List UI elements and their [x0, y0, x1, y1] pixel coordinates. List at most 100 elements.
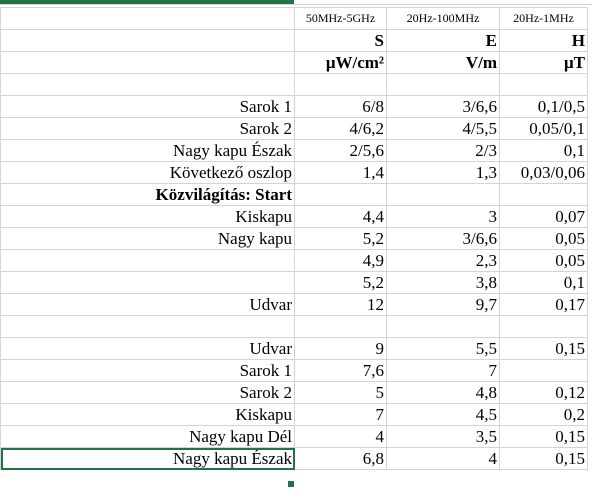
- cell-h[interactable]: 0,03/0,06: [499, 161, 588, 184]
- cell-e[interactable]: [386, 315, 500, 338]
- cell-h[interactable]: 0,15: [499, 425, 588, 448]
- cell-label[interactable]: Közvilágítás: Start: [0, 183, 295, 206]
- cell-label[interactable]: [0, 315, 295, 338]
- cell-label[interactable]: Sarok 2: [0, 381, 295, 404]
- header-symbol-e[interactable]: E: [386, 29, 500, 52]
- cell-label[interactable]: Sarok 1: [0, 95, 295, 118]
- cell-s[interactable]: [294, 183, 387, 206]
- header-freq-s[interactable]: 50MHz-5GHz: [294, 7, 387, 30]
- cell-h[interactable]: 0,2: [499, 403, 588, 426]
- cell-h[interactable]: 0,1: [499, 271, 588, 294]
- header-freq-label[interactable]: [0, 7, 295, 30]
- header-unit-e[interactable]: V/m: [386, 51, 500, 74]
- table-row: 5,2 3,8 0,1: [0, 271, 588, 294]
- cell-s[interactable]: 5: [294, 381, 387, 404]
- cell-e[interactable]: 9,7: [386, 293, 500, 316]
- cell-label[interactable]: Kiskapu: [0, 403, 295, 426]
- cell-s[interactable]: 6/8: [294, 95, 387, 118]
- table-row: Nagy kapu Dél 4 3,5 0,15: [0, 425, 588, 448]
- cell-h[interactable]: [499, 183, 588, 206]
- table-row: [0, 73, 588, 96]
- cell-label[interactable]: [0, 249, 295, 272]
- cell-h[interactable]: 0,1: [499, 139, 588, 162]
- cell-label[interactable]: Sarok 1: [0, 359, 295, 382]
- column-selection-bar: [0, 0, 592, 7]
- table-row: Következő oszlop 1,4 1,3 0,03/0,06: [0, 161, 588, 184]
- cell-s[interactable]: 4/6,2: [294, 117, 387, 140]
- header-symbol-h[interactable]: H: [499, 29, 588, 52]
- cell-s[interactable]: 5,2: [294, 227, 387, 250]
- cell-e[interactable]: 3/6,6: [386, 227, 500, 250]
- cell-e[interactable]: 3,8: [386, 271, 500, 294]
- header-unit-s[interactable]: μW/cm²: [294, 51, 387, 74]
- cell-s[interactable]: 7: [294, 403, 387, 426]
- cell-s[interactable]: [294, 73, 387, 96]
- table-row: Sarok 2 5 4,8 0,12: [0, 381, 588, 404]
- cell-label[interactable]: Udvar: [0, 337, 295, 360]
- cell-label[interactable]: Nagy kapu: [0, 227, 295, 250]
- cell-e[interactable]: 4,8: [386, 381, 500, 404]
- table-row: Közvilágítás: Start: [0, 183, 588, 206]
- cell-s[interactable]: 6,8: [294, 447, 387, 470]
- cell-s[interactable]: 1,4: [294, 161, 387, 184]
- cell-h[interactable]: 0,15: [499, 447, 588, 470]
- cell-label[interactable]: [0, 73, 295, 96]
- cell-h[interactable]: 0,15: [499, 337, 588, 360]
- cell-e[interactable]: 4: [386, 447, 500, 470]
- header-freq-e[interactable]: 20Hz-100MHz: [386, 7, 500, 30]
- cell-label[interactable]: Kiskapu: [0, 205, 295, 228]
- cell-label[interactable]: Nagy kapu Észak: [0, 447, 295, 470]
- cell-e[interactable]: 2/3: [386, 139, 500, 162]
- cell-e[interactable]: 3: [386, 205, 500, 228]
- cell-h[interactable]: [499, 315, 588, 338]
- selected-column-indicator: [0, 0, 294, 4]
- cell-label[interactable]: Udvar: [0, 293, 295, 316]
- cell-h[interactable]: 0,12: [499, 381, 588, 404]
- cell-s[interactable]: 7,6: [294, 359, 387, 382]
- cell-h[interactable]: 0,05/0,1: [499, 117, 588, 140]
- header-symbol-s[interactable]: S: [294, 29, 387, 52]
- cell-label[interactable]: Következő oszlop: [0, 161, 295, 184]
- cell-e[interactable]: 2,3: [386, 249, 500, 272]
- cell-s[interactable]: 2/5,6: [294, 139, 387, 162]
- cell-label[interactable]: Nagy kapu Észak: [0, 139, 295, 162]
- header-symbol-label[interactable]: [0, 29, 295, 52]
- cell-s[interactable]: 4: [294, 425, 387, 448]
- cell-s[interactable]: 12: [294, 293, 387, 316]
- cell-h[interactable]: 0,05: [499, 249, 588, 272]
- header-freq-h[interactable]: 20Hz-1MHz: [499, 7, 588, 30]
- table-row: [0, 315, 588, 338]
- cell-h[interactable]: 0,05: [499, 227, 588, 250]
- cell-h[interactable]: 0,17: [499, 293, 588, 316]
- table-row: 4,9 2,3 0,05: [0, 249, 588, 272]
- cell-e[interactable]: [386, 73, 500, 96]
- cell-s[interactable]: 4,4: [294, 205, 387, 228]
- cell-label[interactable]: [0, 271, 295, 294]
- table-row: Kiskapu 4,4 3 0,07: [0, 205, 588, 228]
- cell-e[interactable]: 3,5: [386, 425, 500, 448]
- cell-h[interactable]: 0,07: [499, 205, 588, 228]
- cell-s[interactable]: 9: [294, 337, 387, 360]
- header-unit-h[interactable]: μT: [499, 51, 588, 74]
- fill-handle[interactable]: [287, 480, 295, 488]
- cell-e[interactable]: 4/5,5: [386, 117, 500, 140]
- cell-e[interactable]: 1,3: [386, 161, 500, 184]
- cell-h[interactable]: [499, 73, 588, 96]
- cell-h[interactable]: [499, 359, 588, 382]
- cell-s[interactable]: [294, 315, 387, 338]
- cell-e[interactable]: 7: [386, 359, 500, 382]
- cell-s[interactable]: 5,2: [294, 271, 387, 294]
- cell-s[interactable]: 4,9: [294, 249, 387, 272]
- cell-e[interactable]: 5,5: [386, 337, 500, 360]
- cell-label[interactable]: Sarok 2: [0, 117, 295, 140]
- header-unit-label[interactable]: [0, 51, 295, 74]
- cell-e[interactable]: [386, 183, 500, 206]
- cell-e[interactable]: 3/6,6: [386, 95, 500, 118]
- cell-e[interactable]: 4,5: [386, 403, 500, 426]
- table-row: Nagy kapu Észak 6,8 4 0,15: [0, 447, 588, 470]
- cell-label[interactable]: Nagy kapu Dél: [0, 425, 295, 448]
- cell-h[interactable]: 0,1/0,5: [499, 95, 588, 118]
